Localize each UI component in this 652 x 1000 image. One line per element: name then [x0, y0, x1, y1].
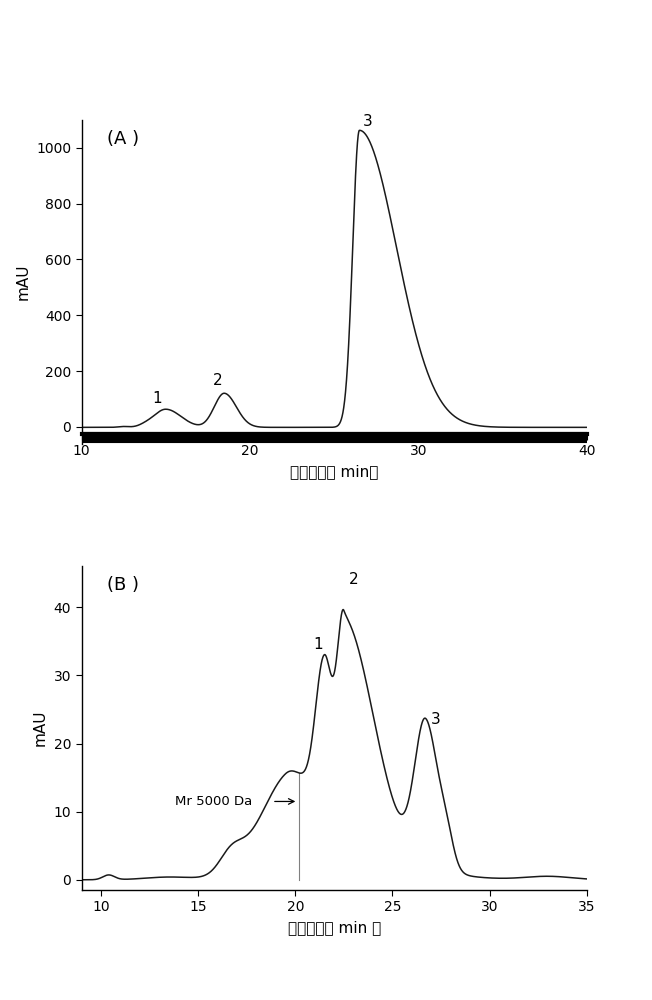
Text: 1: 1: [314, 637, 323, 652]
Text: 1: 1: [153, 391, 162, 406]
Text: (B ): (B ): [107, 576, 139, 594]
Text: 2: 2: [213, 373, 223, 388]
Text: 3: 3: [363, 114, 373, 129]
Y-axis label: mAU: mAU: [33, 710, 48, 746]
Text: 2: 2: [349, 572, 359, 587]
Text: Mr 5000 Da: Mr 5000 Da: [175, 795, 252, 808]
Y-axis label: mAU: mAU: [16, 264, 31, 300]
Text: (A ): (A ): [107, 130, 139, 148]
Text: 3: 3: [430, 712, 440, 727]
X-axis label: 保留时间（ min）: 保留时间（ min）: [290, 464, 378, 479]
X-axis label: 保留时间（ min ）: 保留时间（ min ）: [288, 920, 381, 935]
